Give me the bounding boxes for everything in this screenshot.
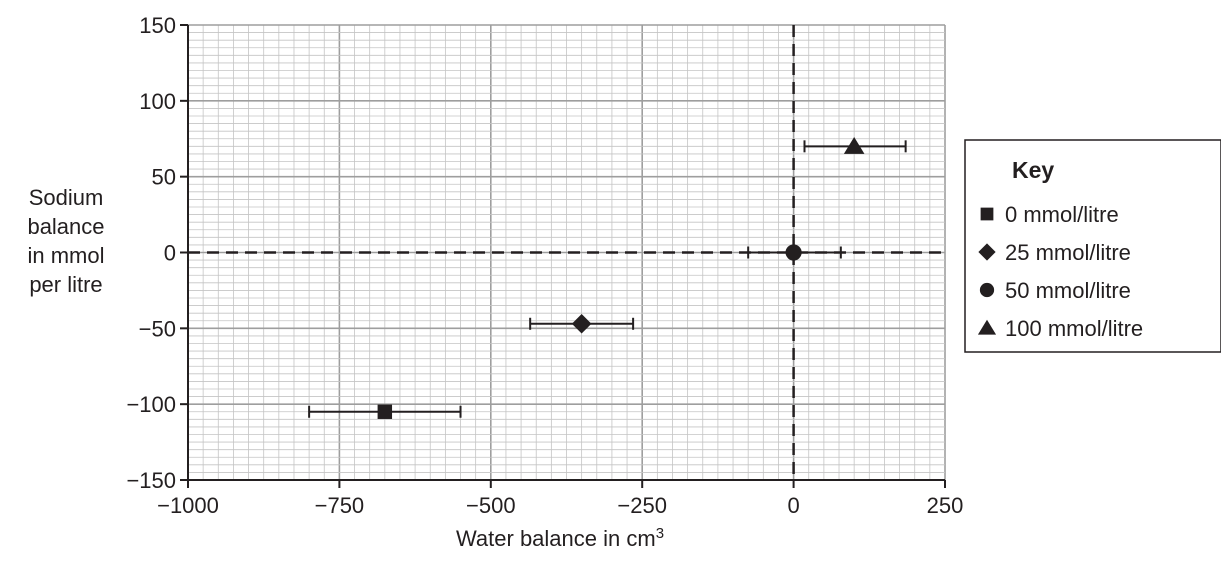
data-point-square — [377, 404, 393, 419]
y-tick-label: −100 — [126, 392, 176, 417]
y-tick-label: 50 — [152, 165, 176, 190]
legend-label: 50 mmol/litre — [1005, 278, 1131, 303]
x-tick-label: −750 — [315, 493, 365, 518]
x-axis-label: Water balance in cm3 — [456, 525, 664, 551]
legend-label: 0 mmol/litre — [1005, 202, 1119, 227]
legend-marker-circle — [979, 282, 995, 298]
x-tick-label: −250 — [617, 493, 667, 518]
y-axis-label: Sodium balance in mmol per litre — [27, 185, 104, 297]
x-tick-label: −500 — [466, 493, 516, 518]
legend-label: 100 mmol/litre — [1005, 316, 1143, 341]
y-tick-label: −150 — [126, 468, 176, 493]
legend: Key 0 mmol/litre 25 mmol/litre 50 mmol/lit… — [964, 139, 1221, 353]
y-tick-label: −50 — [139, 316, 176, 341]
data-point-diamond — [571, 314, 592, 334]
legend-box — [964, 139, 1221, 353]
x-tick-label: 0 — [787, 493, 799, 518]
x-tick-label: −1000 — [157, 493, 219, 518]
y-tick-label: 100 — [139, 89, 176, 114]
x-axis-label-text: Water balance in cm — [456, 526, 656, 551]
data-point-triangle — [843, 136, 865, 154]
legend-title: Key — [1012, 157, 1054, 183]
legend-marker-diamond — [978, 243, 996, 261]
y-tick-label: 0 — [164, 241, 176, 266]
x-tick-label: 250 — [927, 493, 964, 518]
legend-label: 25 mmol/litre — [1005, 240, 1131, 265]
legend-items: 0 mmol/litre 25 mmol/litre 50 mmol/litre 10… — [977, 202, 1143, 341]
tick-labels: −1000 −750 −500 −250 0 250 150 100 50 0 −50 −100 −15… — [126, 13, 963, 518]
legend-marker-square — [980, 207, 994, 221]
x-axis-label-superscript: 3 — [656, 525, 664, 542]
data-point-circle — [785, 244, 802, 261]
y-tick-label: 150 — [139, 13, 176, 38]
y-axis-label-line: per litre — [29, 272, 102, 297]
y-axis-label-line: in mmol — [27, 243, 104, 268]
data-points — [308, 136, 907, 419]
y-axis-label-line: Sodium — [29, 185, 104, 210]
y-axis-label-line: balance — [27, 214, 104, 239]
legend-marker-triangle — [977, 319, 997, 335]
